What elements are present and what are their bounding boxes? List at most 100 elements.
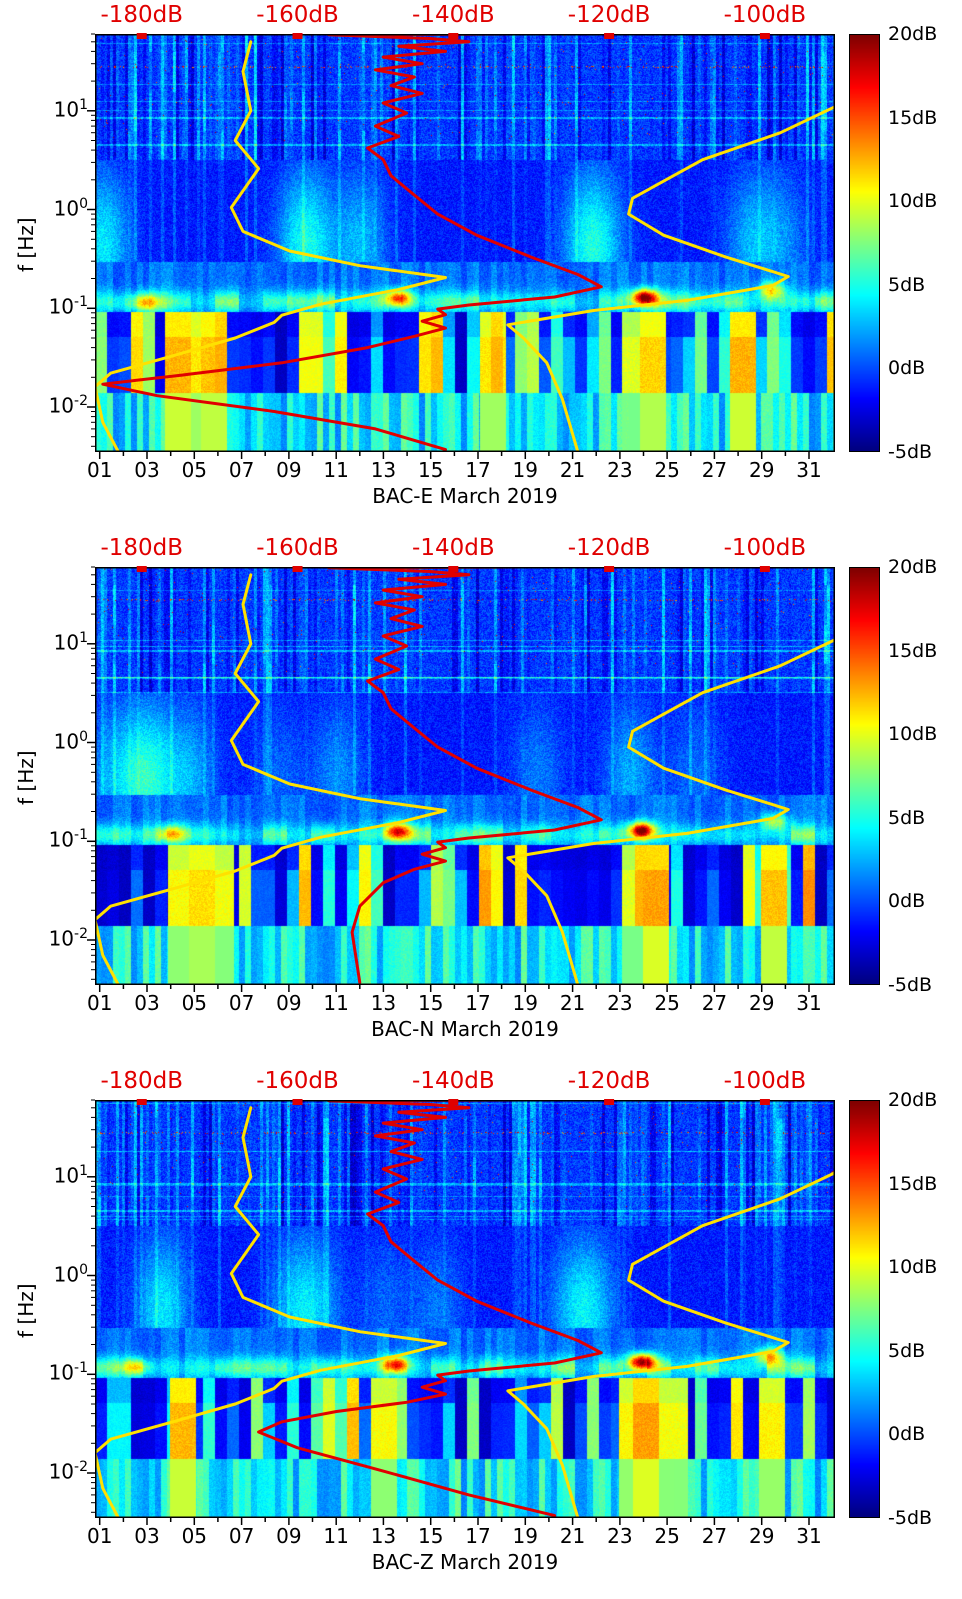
- x-tick-label: 17: [465, 1524, 491, 1548]
- x-tick-label: 11: [323, 991, 349, 1015]
- x-tick-label: 21: [559, 1524, 586, 1548]
- top-axis-tick: [292, 33, 303, 39]
- x-tick-label: 05: [181, 458, 208, 482]
- x-tick-label: 19: [512, 1524, 539, 1548]
- top-axis-tick: [759, 566, 770, 572]
- noise-model-high-curve: [506, 638, 835, 985]
- x-axis-title: BAC-N March 2019: [371, 1017, 559, 1041]
- top-axis-label: -180dB: [100, 2, 184, 28]
- panel-bac-e: -180dB -160dB -140dB -120dB -100dB 101 100 10-…: [0, 0, 962, 533]
- top-axis-label: -120dB: [567, 535, 651, 561]
- colorbar-tick-label: 5dB: [888, 1339, 926, 1362]
- colorbar-tick-label: 0dB: [888, 890, 926, 913]
- x-tick-label: 11: [323, 1524, 349, 1548]
- x-tick-label: 07: [228, 1524, 255, 1548]
- spectrogram-plot: [87, 1099, 835, 1525]
- x-tick-label: 27: [701, 1524, 728, 1548]
- top-axis-tick: [292, 566, 303, 572]
- colorbar-tick-label: 10dB: [888, 1256, 938, 1279]
- top-axis-tick: [136, 33, 147, 39]
- noise-model-high-curve: [506, 1171, 835, 1518]
- median-psd-curve: [327, 567, 603, 985]
- colorbar: [849, 1100, 880, 1518]
- top-axis-tick: [292, 1099, 303, 1105]
- y-axis-title: f [Hz]: [14, 750, 38, 805]
- colorbar-tick-label: -5dB: [888, 1507, 933, 1529]
- median-psd-curve: [257, 1100, 603, 1518]
- top-axis-tick: [136, 566, 147, 572]
- colorbar-canvas: [850, 1101, 879, 1517]
- top-axis-tick: [604, 1099, 615, 1105]
- x-tick-label: 27: [701, 458, 728, 482]
- x-tick-label: 31: [796, 458, 822, 482]
- top-axis-label: -160dB: [256, 2, 339, 28]
- x-tick-label: 17: [465, 991, 491, 1015]
- y-tick-label: 100: [53, 728, 88, 754]
- y-tick-label: 100: [53, 195, 88, 221]
- colorbar-tick-label: 10dB: [888, 190, 938, 213]
- spectrogram-canvas: [95, 567, 835, 985]
- colorbar-tick-label: 20dB: [888, 556, 938, 578]
- top-axis-label: -180dB: [100, 535, 184, 561]
- top-axis-label: -140dB: [412, 2, 495, 28]
- top-axis-tick: [448, 566, 459, 572]
- colorbar-tick-label: 5dB: [888, 806, 926, 829]
- colorbar-tick-label: 15dB: [888, 106, 938, 129]
- colorbar-tick-label: 10dB: [888, 723, 938, 746]
- y-tick-label: 10-1: [48, 827, 88, 852]
- x-tick-label: 19: [512, 991, 539, 1015]
- x-tick-label: 01: [86, 1524, 113, 1548]
- x-tick-label: 19: [512, 458, 539, 482]
- panel-bac-z: -180dB -160dB -140dB -120dB -100dB 101 100 10-…: [0, 1066, 962, 1599]
- top-axis-label: -100dB: [723, 535, 807, 561]
- x-tick-label: 07: [228, 991, 255, 1015]
- x-tick-label: 15: [417, 991, 444, 1015]
- top-axis-tick: [448, 33, 459, 39]
- colorbar-tick-label: -5dB: [888, 974, 933, 996]
- x-tick-label: 29: [748, 1524, 775, 1548]
- y-axis-title: f [Hz]: [14, 217, 38, 272]
- spectrogram-canvas: [95, 34, 835, 452]
- colorbar-canvas: [850, 568, 879, 984]
- x-tick-label: 05: [181, 1524, 208, 1548]
- top-axis-label: -100dB: [723, 1068, 807, 1094]
- y-axis-title: f [Hz]: [14, 1283, 38, 1338]
- top-axis-tick: [604, 566, 615, 572]
- colorbar: [849, 567, 880, 985]
- colorbar-tick-label: 0dB: [888, 357, 926, 380]
- x-tick-label: 07: [228, 458, 255, 482]
- x-tick-label: 03: [134, 1524, 160, 1548]
- x-tick-label: 09: [276, 991, 302, 1015]
- noise-model-low-curve: [95, 40, 447, 452]
- y-tick-label: 10-2: [48, 392, 88, 418]
- y-tick-label: 101: [53, 1162, 88, 1188]
- x-tick-label: 21: [559, 458, 586, 482]
- colorbar-tick-label: 20dB: [888, 1089, 938, 1111]
- x-tick-label: 13: [370, 1524, 397, 1548]
- x-tick-label: 25: [654, 991, 680, 1015]
- x-tick-label: 29: [748, 458, 775, 482]
- x-tick-label: 01: [86, 458, 113, 482]
- x-tick-label: 09: [276, 1524, 302, 1548]
- colorbar-canvas: [850, 35, 879, 451]
- x-tick-label: 29: [748, 991, 775, 1015]
- plot-overlay-svg: [87, 1099, 835, 1525]
- colorbar-tick-label: 0dB: [888, 1423, 926, 1446]
- x-tick-label: 23: [607, 1524, 633, 1548]
- top-axis-label: -160dB: [256, 1068, 339, 1094]
- colorbar-tick-label: 5dB: [888, 273, 926, 296]
- plot-overlay-svg: [87, 33, 835, 459]
- y-tick-label: 10-1: [48, 294, 88, 319]
- colorbar: [849, 34, 880, 452]
- y-tick-label: 10-1: [48, 1360, 88, 1385]
- colorbar-tick-label: -5dB: [888, 441, 933, 463]
- x-tick-label: 25: [654, 1524, 680, 1548]
- x-tick-label: 21: [559, 991, 586, 1015]
- median-psd-curve: [101, 34, 603, 452]
- top-axis-label: -120dB: [567, 2, 651, 28]
- top-axis-tick: [136, 1099, 147, 1105]
- x-tick-label: 17: [465, 458, 491, 482]
- top-axis-label: -160dB: [256, 535, 339, 561]
- top-axis-tick: [604, 33, 615, 39]
- colorbar-tick-label: 20dB: [888, 23, 938, 45]
